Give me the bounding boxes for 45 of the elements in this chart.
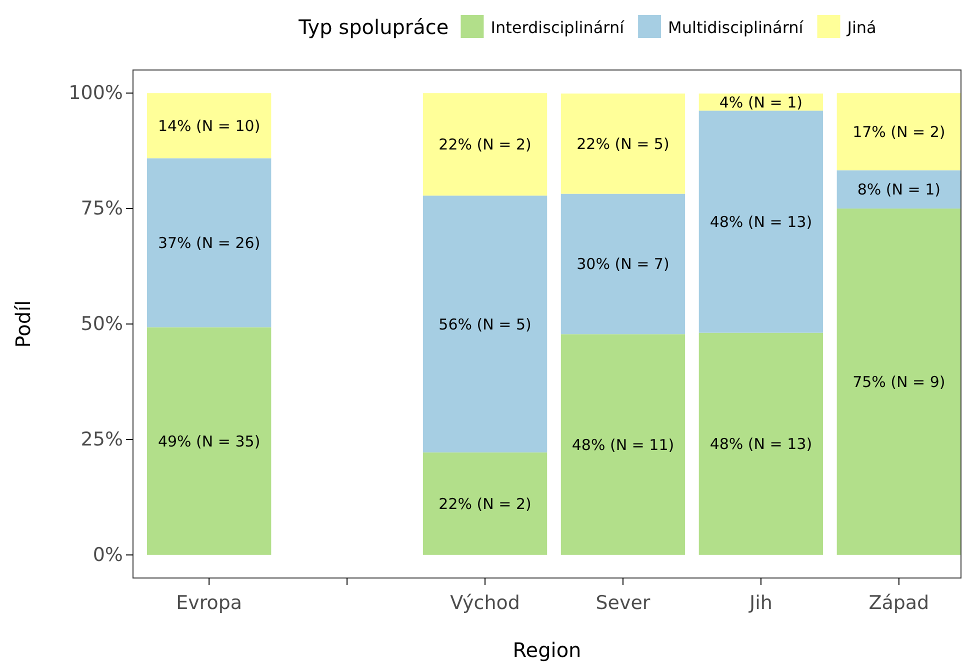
bar	[560, 194, 686, 334]
data-label: 22% (N = 5)	[576, 134, 670, 153]
y-tick-label: 25%	[80, 428, 123, 451]
bar	[836, 208, 961, 555]
data-label: 30% (N = 7)	[576, 255, 670, 274]
data-label: 4% (N = 1)	[719, 93, 803, 112]
legend-label: Interdisciplinární	[490, 18, 625, 37]
y-tick-label: 50%	[80, 313, 123, 336]
y-tick-label: 100%	[68, 82, 123, 104]
bar	[560, 334, 686, 555]
legend-label: Multidisciplinární	[668, 18, 804, 37]
x-tick-label: Východ	[450, 592, 520, 614]
x-tick-label: Západ	[868, 592, 930, 614]
data-label: 22% (N = 2)	[438, 136, 532, 154]
bar	[836, 93, 961, 170]
data-label: 48% (N = 11)	[572, 436, 674, 454]
y-tick-label: 75%	[80, 198, 123, 220]
data-label: 56% (N = 5)	[438, 315, 532, 334]
data-label: 14% (N = 10)	[158, 116, 260, 135]
bar	[698, 332, 824, 555]
data-label: 48% (N = 13)	[710, 435, 812, 454]
bar	[560, 94, 686, 194]
bar	[422, 93, 548, 196]
y-tick-label: 0%	[92, 544, 123, 566]
legend-label: Jiná	[846, 18, 876, 37]
bar	[147, 93, 272, 158]
bar	[422, 452, 548, 555]
bar	[836, 170, 961, 209]
data-label: 17% (N = 2)	[852, 122, 946, 141]
data-label: 49% (N = 35)	[158, 432, 260, 450]
legend-title: Typ spolupráce	[298, 15, 449, 39]
x-tick-label: Evropa	[176, 592, 242, 614]
x-tick-label: Sever	[596, 592, 650, 614]
data-label: 37% (N = 26)	[158, 234, 260, 252]
bar	[422, 196, 548, 452]
bar	[698, 110, 824, 333]
y-axis-title: Podíl	[11, 300, 35, 348]
data-label: 22% (N = 2)	[438, 494, 532, 513]
bar	[147, 158, 272, 328]
data-label: 48% (N = 13)	[710, 212, 812, 231]
data-label: 75% (N = 9)	[852, 372, 946, 391]
bar	[147, 327, 272, 555]
x-axis-title: Region	[512, 638, 582, 662]
data-label: 8% (N = 1)	[857, 180, 940, 199]
x-tick-label: Jih	[748, 592, 772, 614]
